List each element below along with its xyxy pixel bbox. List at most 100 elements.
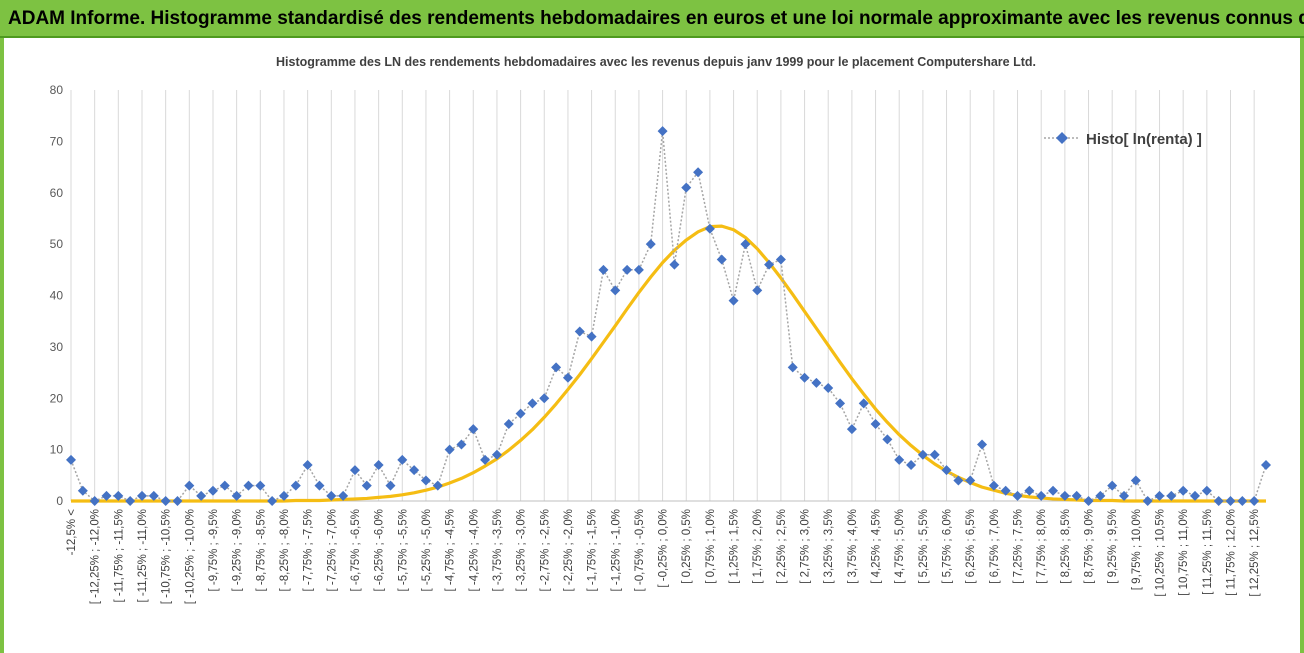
histogram-point <box>1201 485 1212 496</box>
histogram-point <box>66 454 76 465</box>
histogram-point <box>1213 496 1224 506</box>
histogram-point <box>823 382 834 393</box>
histogram-point <box>1166 490 1177 501</box>
x-tick-label: [ -1,75% ; -1,5% <box>587 509 599 591</box>
histogram-point <box>574 326 585 337</box>
legend-diamond-marker <box>1056 132 1068 144</box>
histogram-point <box>693 167 704 178</box>
histogram-point <box>1024 485 1035 496</box>
y-tick-label: 30 <box>50 340 64 354</box>
histogram-point <box>361 480 372 491</box>
histogram-point <box>941 465 952 476</box>
histogram-point <box>953 475 964 486</box>
histogram-point <box>338 490 349 501</box>
normal-curve-line <box>71 224 1266 503</box>
x-tick-label: [ -7,75% ; -7,5% <box>303 509 315 591</box>
histogram-point <box>527 398 538 409</box>
histogram-point <box>397 454 408 465</box>
x-tick-label: [ -3,25% ; -3,0% <box>516 509 528 591</box>
histogram-point <box>349 465 360 476</box>
x-tick-label: [ -10,75% ; -10,5% <box>161 509 173 604</box>
histogram-point <box>231 490 242 501</box>
x-tick-label: [ 11,75% ; 12,0% <box>1226 509 1238 596</box>
histogram-point <box>645 239 656 250</box>
y-tick-label: 60 <box>50 186 64 200</box>
histogram-point <box>160 496 171 506</box>
y-tick-label: 10 <box>50 443 64 457</box>
x-tick-label: [ -9,75% ; -9,5% <box>208 509 220 591</box>
x-tick-label: [ -0,25% ; 0,0% <box>658 509 670 588</box>
x-tick-label: [ 4,75% ; 5,0% <box>894 509 906 584</box>
histogram-point <box>148 490 159 501</box>
histogram-point <box>1249 496 1260 506</box>
histogram-point <box>716 254 727 265</box>
histogram-point <box>929 449 940 460</box>
x-tick-label: [ 6,25% ; 6,5% <box>965 509 977 584</box>
legend-label: Histo[ ln(renta) ] <box>1086 131 1202 148</box>
chart-title: Histogramme des LN des rendements hebdom… <box>276 55 1036 69</box>
histogram-point <box>1190 490 1201 501</box>
x-tick-label: [ -9,25% ; -9,0% <box>232 509 244 591</box>
x-tick-label: [ 0,75% ; 1,0% <box>705 509 717 584</box>
histogram-point <box>669 259 680 270</box>
vertical-gridlines <box>70 90 1255 501</box>
x-axis: -12,5% < [ -12,25% ; -12,0% [ -11,75% ; -1… <box>66 500 1266 604</box>
x-tick-label: [ -11,25% ; -11,0% <box>137 509 149 603</box>
histogram-point <box>965 475 976 486</box>
histogram-point <box>870 418 881 429</box>
x-tick-label: [ -8,25% ; -8,0% <box>279 509 291 591</box>
histogram-point <box>385 480 396 491</box>
histogram-point <box>1083 496 1094 506</box>
histogram-point <box>491 449 502 460</box>
histogram-point <box>113 490 124 501</box>
chart-frame: Histogramme des LN des rendements hebdom… <box>0 38 1304 653</box>
histogram-point <box>1119 490 1130 501</box>
x-tick-label: [ 3,25% ; 3,5% <box>823 509 835 584</box>
x-tick-label: [ -5,25% ; -5,0% <box>421 509 433 591</box>
histogram-point <box>207 485 218 496</box>
chart-area: Histogramme des LN des rendements hebdom… <box>50 55 1271 604</box>
histogram-point <box>503 418 514 429</box>
histogram-point <box>906 460 917 471</box>
histogram-point <box>1178 485 1189 496</box>
histogram-point <box>432 480 443 491</box>
y-tick-label: 20 <box>50 391 64 405</box>
x-tick-label: [ -2,75% ; -2,5% <box>539 509 551 591</box>
report-title-banner: ADAM Informe. Histogramme standardisé de… <box>0 0 1304 38</box>
x-tick-label: [ 2,75% ; 3,0% <box>800 509 812 584</box>
histogram-point <box>1130 475 1141 486</box>
histogram-point <box>1048 485 1059 496</box>
histogram-point <box>456 439 467 450</box>
histogram-point <box>562 372 573 383</box>
y-tick-label: 40 <box>50 289 64 303</box>
histogram-point <box>977 439 988 450</box>
y-axis: 0 10 20 30 40 50 60 70 80 <box>50 83 64 508</box>
histogram-line <box>70 131 1267 502</box>
histogram-point <box>1012 490 1023 501</box>
x-tick-label: [ 1,25% ; 1,5% <box>729 509 741 584</box>
y-tick-label: 70 <box>50 134 64 148</box>
histogram-point <box>681 182 692 193</box>
histogram-point <box>835 398 846 409</box>
x-tick-label: [ -0,75% ; -0,5% <box>634 509 646 591</box>
x-tick-label: [ 6,75% ; 7,0% <box>989 509 1001 584</box>
x-tick-label: [ 2,25% ; 2,5% <box>776 509 788 584</box>
histogram-point <box>290 480 301 491</box>
histogram-point <box>539 393 550 404</box>
histogram-point <box>1107 480 1118 491</box>
legend: Histo[ ln(renta) ] <box>1044 131 1202 148</box>
x-tick-label: [ 5,75% ; 6,0% <box>942 509 954 584</box>
histogram-point <box>551 362 562 373</box>
x-tick-label: [ 8,75% ; 9,0% <box>1084 509 1096 584</box>
histogram-point <box>775 254 786 265</box>
histogram-point <box>101 490 112 501</box>
x-tick-label: [ -8,75% ; -8,5% <box>255 509 267 591</box>
histogram-point <box>1000 485 1011 496</box>
histogram-point <box>196 490 207 501</box>
x-tick-label: [ -4,25% ; -4,0% <box>468 509 480 591</box>
y-tick-label: 50 <box>50 237 64 251</box>
x-tick-label: [ -1,25% ; -1,0% <box>610 509 622 591</box>
x-tick-label: [ 3,75% ; 4,0% <box>847 509 859 584</box>
histogram-point <box>894 454 905 465</box>
x-tick-label: [ -7,25% ; -7,0% <box>326 509 338 591</box>
